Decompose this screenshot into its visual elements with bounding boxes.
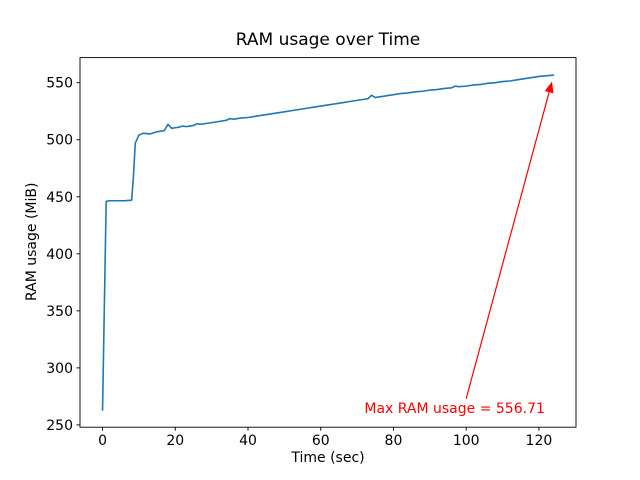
y-axis-label: RAM usage (MiB)	[24, 182, 40, 302]
y-tick-label: 550	[46, 76, 73, 92]
annotation-arrow-shaft	[465, 92, 550, 399]
ram-usage-line	[101, 74, 555, 411]
x-tick-label: 120	[526, 433, 553, 449]
annotation-arrowhead	[544, 81, 554, 94]
plot-border	[79, 57, 577, 428]
x-tick-label: 60	[312, 433, 330, 449]
y-tick-label: 450	[46, 190, 73, 206]
y-tick-label: 500	[46, 133, 73, 149]
y-tick-label: 350	[46, 304, 73, 320]
y-tick-label: 300	[46, 361, 73, 377]
x-tick-label: 0	[98, 433, 107, 449]
x-tick-label: 100	[453, 433, 480, 449]
max-ram-annotation: Max RAM usage = 556.71	[364, 400, 545, 417]
y-tick-label: 250	[46, 418, 73, 434]
x-tick-label: 80	[385, 433, 403, 449]
x-tick-label: 40	[239, 433, 257, 449]
y-tick-label: 400	[46, 247, 73, 263]
x-tick-label: 20	[166, 433, 184, 449]
chart-title: RAM usage over Time	[235, 30, 421, 50]
x-axis-label: Time (sec)	[291, 450, 365, 466]
